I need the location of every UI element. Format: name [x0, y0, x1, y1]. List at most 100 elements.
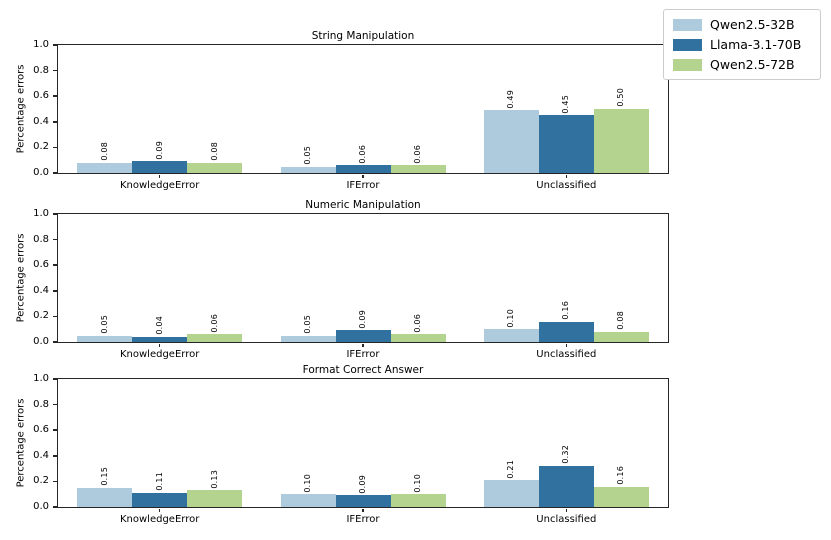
- y-tick-label: 0.0: [33, 501, 49, 512]
- legend-item-llama-3-1-70b: Llama-3.1-70B: [673, 37, 812, 52]
- y-tick-label: 1.0: [33, 373, 49, 384]
- bar-qwen2-5-32b-iferror: [280, 166, 336, 173]
- x-tick: [158, 508, 161, 512]
- y-tick: [52, 121, 57, 123]
- bar-value-label: 0.05: [303, 314, 312, 334]
- x-tick: [362, 343, 364, 347]
- bar-value-label: 0.09: [358, 474, 367, 494]
- x-tick-label-iferror: IFError: [346, 514, 380, 525]
- bar-qwen2-5-72b-iferror: [390, 494, 446, 507]
- bar-value-label: 0.11: [154, 472, 164, 491]
- legend-swatch: [673, 58, 702, 71]
- x-tick: [565, 174, 568, 178]
- y-tick: [52, 69, 57, 72]
- subplot-title: Numeric Manipulation: [305, 199, 421, 211]
- bar-value-label: 0.06: [413, 144, 422, 164]
- x-tick-label-unclassified: Unclassified: [536, 349, 597, 360]
- x-tick: [362, 508, 364, 512]
- bar-llama-3-1-70b-knowledgeerror: [132, 492, 188, 507]
- y-tick-label: 0.4: [33, 449, 49, 461]
- y-axis-label: Percentage errors: [15, 398, 27, 488]
- bar-qwen2-5-72b-knowledgeerror: [187, 162, 243, 173]
- bar-value-label: 0.08: [616, 311, 626, 330]
- y-tick: [52, 238, 57, 241]
- legend-label: Qwen2.5-32B: [710, 17, 795, 32]
- x-tick: [158, 174, 161, 178]
- y-tick-label: 0.8: [33, 64, 49, 76]
- x-tick: [565, 508, 568, 512]
- y-tick-label: 0.4: [33, 284, 49, 296]
- bar-value-label: 0.06: [358, 144, 367, 164]
- legend-label: Llama-3.1-70B: [710, 37, 802, 52]
- bar-value-label: 0.05: [99, 314, 109, 334]
- bar-value-label: 0.04: [154, 316, 164, 335]
- subplot-string-manipulation: String Manipulation Percentage errors 0.…: [16, 30, 669, 191]
- bar-llama-3-1-70b-knowledgeerror: [132, 336, 188, 342]
- legend-swatch: [673, 38, 702, 51]
- y-tick: [52, 44, 57, 46]
- bar-qwen2-5-72b-knowledgeerror: [187, 334, 243, 342]
- y-axis-label: Percentage errors: [15, 233, 27, 323]
- bar-qwen2-5-72b-iferror: [390, 165, 446, 173]
- bar-value-label: 0.13: [209, 469, 219, 489]
- y-tick-label: 0.8: [33, 233, 49, 245]
- y-tick: [52, 172, 57, 174]
- y-tick: [52, 315, 57, 318]
- y-tick: [52, 429, 57, 431]
- y-tick-label: 0.2: [33, 475, 49, 487]
- bar-qwen2-5-72b-knowledgeerror: [187, 490, 243, 507]
- legend-label: Qwen2.5-72B: [710, 57, 795, 72]
- x-tick-label-unclassified: Unclassified: [536, 180, 597, 191]
- bar-qwen2-5-32b-unclassified: [483, 480, 539, 507]
- bar-qwen2-5-32b-unclassified: [483, 110, 539, 173]
- bar-value-label: 0.50: [616, 88, 626, 107]
- legend: Qwen2.5-32B Llama-3.1-70B Qwen2.5-72B: [663, 9, 821, 80]
- y-tick-label: 0.6: [33, 259, 49, 271]
- x-tick-label-knowledgeerror: KnowledgeError: [119, 514, 200, 525]
- x-tick-label-knowledgeerror: KnowledgeError: [119, 180, 200, 191]
- subplot-format-correct-answer: Format Correct Answer Percentage errors …: [16, 364, 669, 525]
- bar-value-label: 0.10: [303, 473, 312, 493]
- bar-qwen2-5-32b-iferror: [280, 335, 336, 342]
- x-tick: [362, 174, 364, 178]
- subplot-title: String Manipulation: [311, 30, 415, 42]
- y-tick: [52, 290, 57, 292]
- y-axis-label: Percentage errors: [15, 64, 27, 154]
- x-tick: [158, 343, 161, 347]
- y-tick: [52, 403, 57, 406]
- bar-qwen2-5-32b-knowledgeerror: [77, 162, 133, 173]
- bar-llama-3-1-70b-iferror: [335, 165, 391, 173]
- bar-value-label: 0.45: [561, 94, 571, 114]
- x-tick-label-iferror: IFError: [346, 349, 380, 360]
- bar-llama-3-1-70b-unclassified: [538, 321, 594, 342]
- legend-item-qwen2-5-72b: Qwen2.5-72B: [673, 57, 812, 72]
- bar-value-label: 0.06: [413, 313, 422, 333]
- x-tick: [565, 343, 568, 347]
- bar-value-label: 0.06: [209, 313, 219, 333]
- bar-llama-3-1-70b-unclassified: [538, 466, 594, 507]
- bar-qwen2-5-72b-unclassified: [593, 331, 649, 342]
- y-tick: [52, 341, 57, 343]
- bar-qwen2-5-32b-knowledgeerror: [77, 487, 133, 507]
- y-tick-label: 0.0: [33, 336, 49, 347]
- x-tick-label-knowledgeerror: KnowledgeError: [119, 349, 200, 360]
- subplot-title: Format Correct Answer: [302, 364, 424, 376]
- y-tick-label: 0.6: [33, 424, 49, 436]
- x-tick-label-unclassified: Unclassified: [536, 514, 597, 525]
- bar-value-label: 0.16: [616, 465, 626, 485]
- y-tick: [52, 506, 57, 508]
- y-tick-label: 0.6: [33, 90, 49, 102]
- y-tick-label: 0.2: [33, 141, 49, 153]
- bar-value-label: 0.10: [413, 473, 422, 493]
- bar-llama-3-1-70b-iferror: [335, 495, 391, 507]
- legend-swatch: [673, 18, 702, 31]
- bar-llama-3-1-70b-knowledgeerror: [132, 161, 188, 173]
- bar-qwen2-5-72b-iferror: [390, 334, 446, 342]
- y-tick: [52, 95, 57, 97]
- y-tick-label: 0.4: [33, 115, 49, 127]
- y-tick: [52, 378, 57, 380]
- bar-value-label: 0.21: [506, 459, 516, 479]
- bar-value-label: 0.15: [99, 467, 109, 486]
- legend-item-qwen2-5-32b: Qwen2.5-32B: [673, 17, 812, 32]
